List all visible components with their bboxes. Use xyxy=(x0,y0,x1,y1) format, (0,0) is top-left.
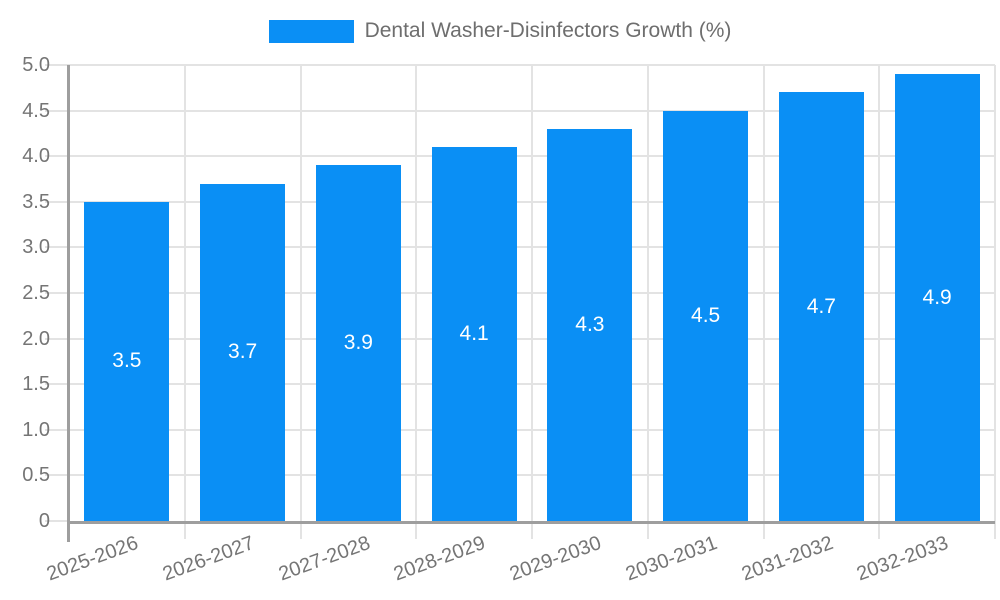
bar-value-label: 3.7 xyxy=(228,340,258,364)
y-gridline xyxy=(45,292,995,294)
x-axis-tick-label: 2026-2027 xyxy=(159,532,258,586)
x-axis-tick-label: 2028-2029 xyxy=(391,532,489,586)
bar-value-label: 4.9 xyxy=(922,285,952,309)
y-axis-tick-label: 1.0 xyxy=(22,418,50,441)
bar-2030-2031[interactable] xyxy=(663,110,749,521)
x-axis-tick-label: 2032-2033 xyxy=(854,532,952,586)
y-gridline xyxy=(45,474,995,477)
bar-2027-2028[interactable] xyxy=(315,165,401,521)
chart-legend[interactable]: Dental Washer-Disinfectors Growth (%) xyxy=(0,19,1000,43)
x-axis-tick-label: 2027-2028 xyxy=(275,532,373,586)
y-gridline xyxy=(45,109,995,112)
y-axis-tick-label: 3.0 xyxy=(22,236,50,259)
y-gridline xyxy=(45,337,995,340)
bar-value-label: 4.5 xyxy=(691,303,721,327)
bar-2028-2029[interactable] xyxy=(431,147,517,521)
x-gridline xyxy=(183,65,186,539)
y-tick-zero xyxy=(45,520,69,522)
y-axis-tick-label: 4.5 xyxy=(22,99,50,122)
x-axis-line xyxy=(67,521,995,524)
y-axis-tick-label: 3.5 xyxy=(22,190,50,213)
bar-2025-2026[interactable] xyxy=(84,201,170,521)
y-gridline xyxy=(45,428,995,431)
x-gridline xyxy=(994,65,996,539)
bar-2032-2033[interactable] xyxy=(894,74,980,521)
bar-value-label: 3.9 xyxy=(343,331,373,355)
y-axis-tick-label: 5.0 xyxy=(22,54,50,76)
x-gridline xyxy=(878,65,881,539)
x-axis-tick-label: 2025-2026 xyxy=(43,532,142,586)
y-axis-tick-label: 2.0 xyxy=(22,327,50,350)
x-axis-tick-label: 2030-2031 xyxy=(622,532,721,586)
y-gridline xyxy=(45,64,995,66)
bar-2026-2027[interactable] xyxy=(200,183,286,521)
y-gridline xyxy=(45,155,995,158)
y-axis-tick-label: 2.5 xyxy=(22,282,50,304)
bar-value-label: 4.1 xyxy=(459,322,489,346)
y-axis-line xyxy=(67,65,70,542)
bar-2029-2030[interactable] xyxy=(547,128,633,521)
legend-label: Dental Washer-Disinfectors Growth (%) xyxy=(364,19,732,42)
x-gridline xyxy=(762,65,765,539)
bar-value-label: 3.5 xyxy=(112,349,142,373)
y-gridline xyxy=(45,246,995,249)
bar-value-label: 4.7 xyxy=(806,294,836,318)
legend-swatch-icon xyxy=(268,19,354,43)
x-gridline xyxy=(299,65,302,539)
bar-value-label: 4.3 xyxy=(575,312,605,336)
y-axis-tick-label: 0 xyxy=(38,510,50,532)
x-axis-tick-label: 2031-2032 xyxy=(738,532,836,586)
y-gridline xyxy=(45,200,995,203)
x-gridline xyxy=(531,65,533,539)
x-axis-tick-label: 2029-2030 xyxy=(506,532,605,586)
bar-2031-2032[interactable] xyxy=(778,92,864,521)
y-axis-tick-label: 0.5 xyxy=(22,464,50,487)
y-gridline xyxy=(45,383,995,386)
y-axis-tick-label: 4.0 xyxy=(22,145,50,168)
x-gridline xyxy=(646,65,649,539)
x-gridline xyxy=(415,65,418,539)
y-axis-tick-label: 1.5 xyxy=(22,373,50,396)
